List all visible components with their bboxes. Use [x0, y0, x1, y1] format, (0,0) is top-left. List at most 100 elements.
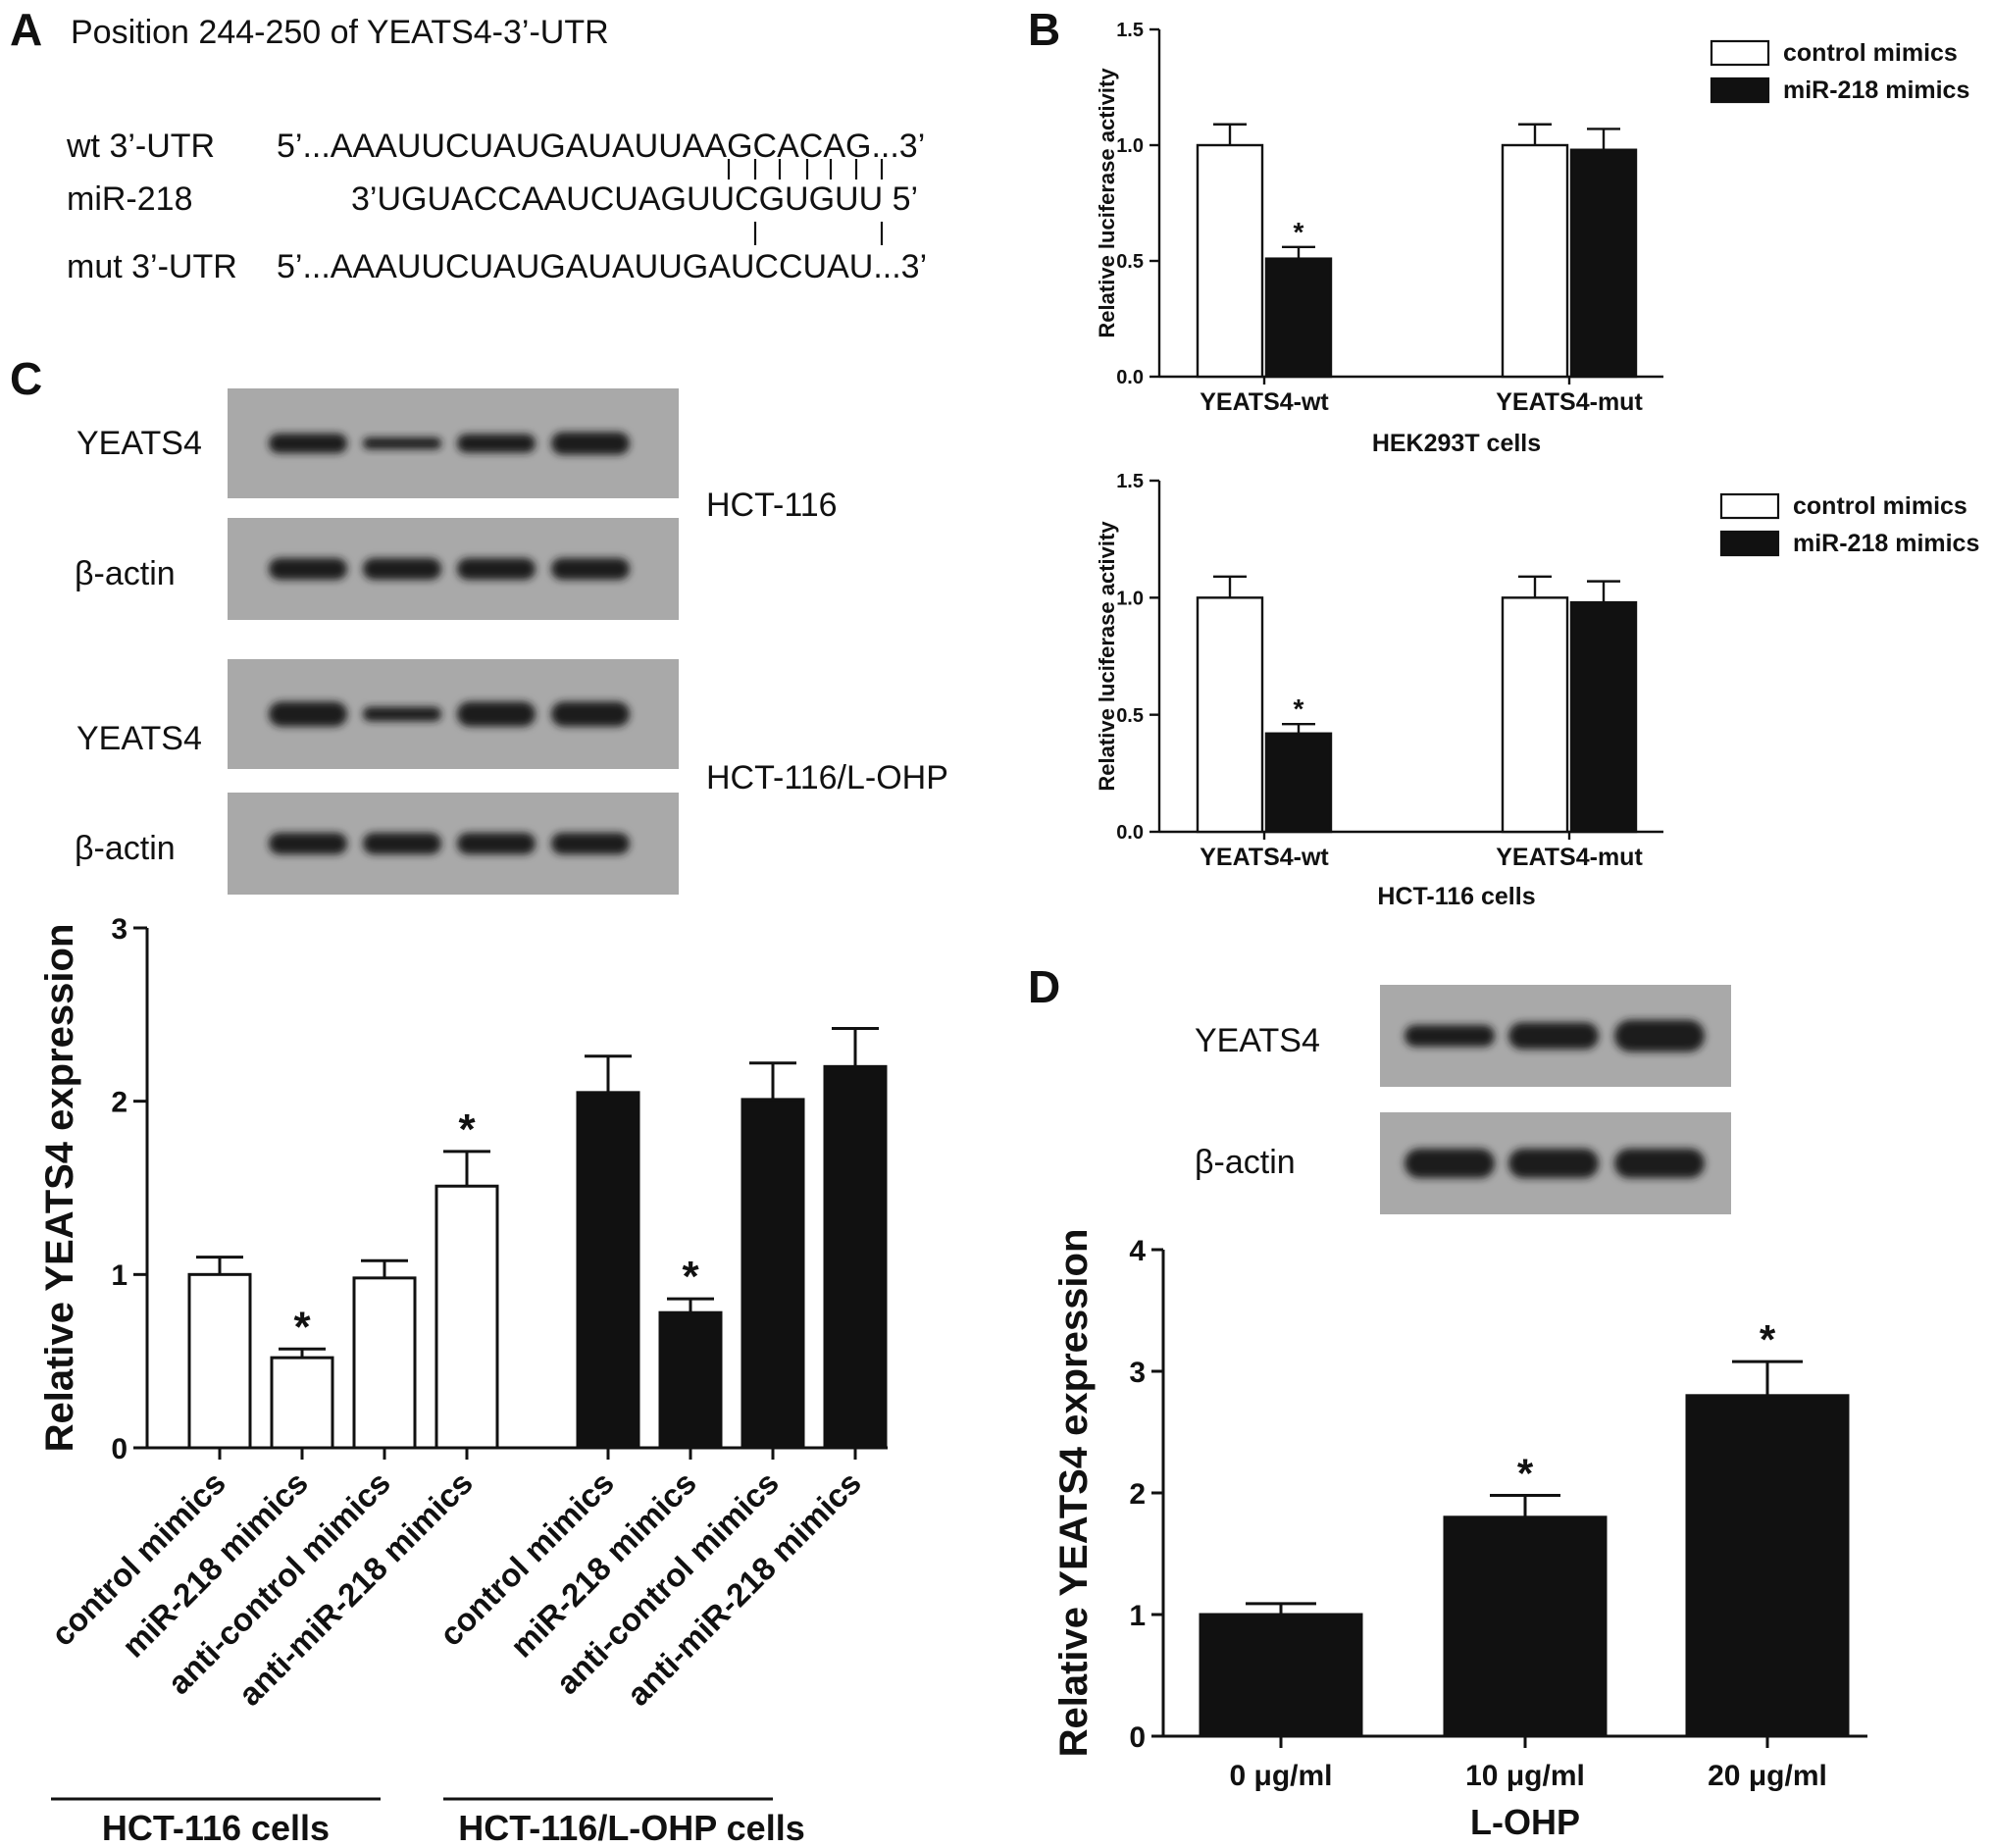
- bar: [1501, 143, 1569, 379]
- x-tick-label: YEATS4-mut: [1496, 388, 1643, 416]
- panel-b-top-chart: 0.0 0.5 1.0 1.5 Relative luciferase activity…: [1095, 20, 1969, 457]
- protein-band: [457, 701, 536, 727]
- significance-star: *: [1294, 217, 1304, 247]
- y-tick-label: 0.5: [1116, 251, 1144, 273]
- y-tick-label: 1: [1129, 1600, 1146, 1632]
- bar: [434, 1184, 499, 1450]
- legend-label-control: control mimics: [1783, 39, 1958, 67]
- protein-band: [269, 701, 347, 727]
- protein-band: [1614, 1149, 1705, 1178]
- bar: [741, 1098, 805, 1450]
- y-axis-title: Relative luciferase activity: [1095, 521, 1119, 792]
- bar: [270, 1356, 334, 1450]
- panel-b-top-legend: control mimics miR-218 mimics: [1710, 39, 1969, 104]
- protein-band: [1405, 1024, 1495, 1048]
- x-tick-label: 10 μg/ml: [1465, 1760, 1585, 1792]
- panel-a-letter: A: [10, 4, 42, 55]
- group-label-hct116: HCT-116 cells: [102, 1808, 330, 1848]
- panel-d-blots: YEATS4 β-actin: [1195, 985, 1731, 1214]
- significance-star: *: [458, 1105, 476, 1154]
- bar: [1685, 1394, 1850, 1738]
- protein-band: [363, 558, 441, 580]
- legend-label-control: control mimics: [1793, 492, 1967, 520]
- x-tick-label: YEATS4-wt: [1200, 844, 1329, 871]
- bar: [1264, 732, 1333, 834]
- pairing-lines-bottom: [753, 222, 884, 245]
- bar: [1569, 600, 1638, 834]
- panel-b-bottom-legend: control mimics miR-218 mimics: [1719, 492, 1979, 557]
- protein-band: [551, 833, 630, 854]
- y-tick-label: 2: [111, 1086, 128, 1118]
- y-tick-label: 1.5: [1116, 471, 1144, 492]
- bar: [658, 1310, 723, 1450]
- significance-star: *: [1294, 693, 1304, 724]
- panel-d-bars: **: [1199, 1316, 1850, 1738]
- x-tick-label: YEATS4-wt: [1200, 388, 1329, 416]
- mut-utr-sequence: 5’...AAAUUCUAUGAUAUUGAUCCUAU...3’: [277, 248, 927, 285]
- panel-b-letter: B: [1028, 4, 1060, 55]
- y-axis-title: Relative YEATS4 expression: [38, 924, 81, 1453]
- wt-utr-sequence: 5’...AAAUUCUAUGAUAUUAAGCACAG...3’: [277, 128, 925, 165]
- group-label-lohp: HCT-116/L-OHP cells: [458, 1808, 804, 1848]
- protein-band: [551, 432, 630, 455]
- legend-swatch-mir218: [1710, 77, 1770, 104]
- legend-label-mir218: miR-218 mimics: [1793, 530, 1979, 557]
- x-axis-title: HEK293T cells: [1372, 430, 1541, 457]
- y-tick-label: 1.0: [1116, 589, 1144, 610]
- panel-d-chart: 0 1 2 3 4 Relative YEATS4 expression L-OHP 0 μg…: [1052, 1229, 1867, 1842]
- mut-utr-label: mut 3’-UTR: [67, 248, 237, 285]
- panel-d-axes: 0 1 2 3 4 Relative YEATS4 expression L-OHP 0 μg…: [1052, 1229, 1867, 1842]
- significance-star: *: [1760, 1316, 1776, 1362]
- legend-swatch-control: [1719, 492, 1780, 520]
- y-tick-label: 4: [1129, 1235, 1146, 1267]
- panel-c-letter: C: [10, 353, 42, 404]
- significance-star: *: [293, 1303, 311, 1351]
- y-tick-label: 3: [1129, 1357, 1146, 1389]
- x-axis-title: L-OHP: [1470, 1802, 1580, 1842]
- y-tick-label: 0: [1129, 1721, 1146, 1754]
- panel-c-bands: [269, 432, 630, 854]
- panel-c-blots: YEATS4 β-actin YEATS4 β-actin HCT-116 HC…: [75, 388, 948, 895]
- legend-label-mir218: miR-218 mimics: [1783, 77, 1969, 104]
- blot-label-actin: β-actin: [75, 555, 176, 592]
- y-tick-label: 0: [111, 1433, 128, 1465]
- bar: [1196, 596, 1264, 834]
- blot-label-yeats4: YEATS4: [77, 425, 202, 462]
- bar: [1199, 1613, 1363, 1738]
- pairing-lines-top: [727, 159, 884, 180]
- y-tick-label: 1.5: [1116, 20, 1144, 41]
- mir218-label: miR-218: [67, 180, 192, 218]
- protein-band: [1405, 1149, 1495, 1178]
- protein-band: [1508, 1149, 1599, 1178]
- panel-d-bands: [1405, 1019, 1705, 1178]
- x-tick-label: YEATS4-mut: [1496, 844, 1643, 871]
- protein-band: [551, 701, 630, 727]
- bar: [1196, 143, 1264, 379]
- bar: [823, 1064, 888, 1450]
- y-axis-title: Relative YEATS4 expression: [1052, 1229, 1096, 1758]
- y-tick-label: 2: [1129, 1478, 1146, 1511]
- y-tick-label: 0.0: [1116, 822, 1144, 844]
- significance-star: *: [682, 1253, 699, 1301]
- wt-utr-label: wt 3’-UTR: [66, 128, 215, 165]
- legend-swatch-mir218: [1719, 530, 1780, 557]
- significance-star: *: [1517, 1450, 1534, 1496]
- protein-band: [363, 706, 441, 722]
- blot-cell-hct116-lohp: HCT-116/L-OHP: [706, 759, 948, 796]
- panel-b-bottom-bars: *: [1196, 575, 1638, 834]
- y-tick-label: 1: [111, 1259, 128, 1292]
- protein-band: [269, 833, 347, 854]
- bar: [1443, 1515, 1608, 1738]
- bar: [1501, 596, 1569, 834]
- bar: [187, 1272, 252, 1450]
- protein-band: [269, 434, 347, 453]
- panel-b-bottom-chart: 0.0 0.5 1.0 1.5 Relative luciferase activity…: [1095, 471, 1979, 910]
- protein-band: [1614, 1019, 1705, 1052]
- bar: [1569, 148, 1638, 379]
- protein-band: [363, 833, 441, 854]
- blot-cell-hct116: HCT-116: [706, 487, 838, 524]
- x-tick-label: 0 μg/ml: [1229, 1760, 1332, 1792]
- blot-label-actin: β-actin: [1195, 1144, 1296, 1181]
- panel-a: A Position 244-250 of YEATS4-3’-UTR wt 3…: [10, 4, 927, 285]
